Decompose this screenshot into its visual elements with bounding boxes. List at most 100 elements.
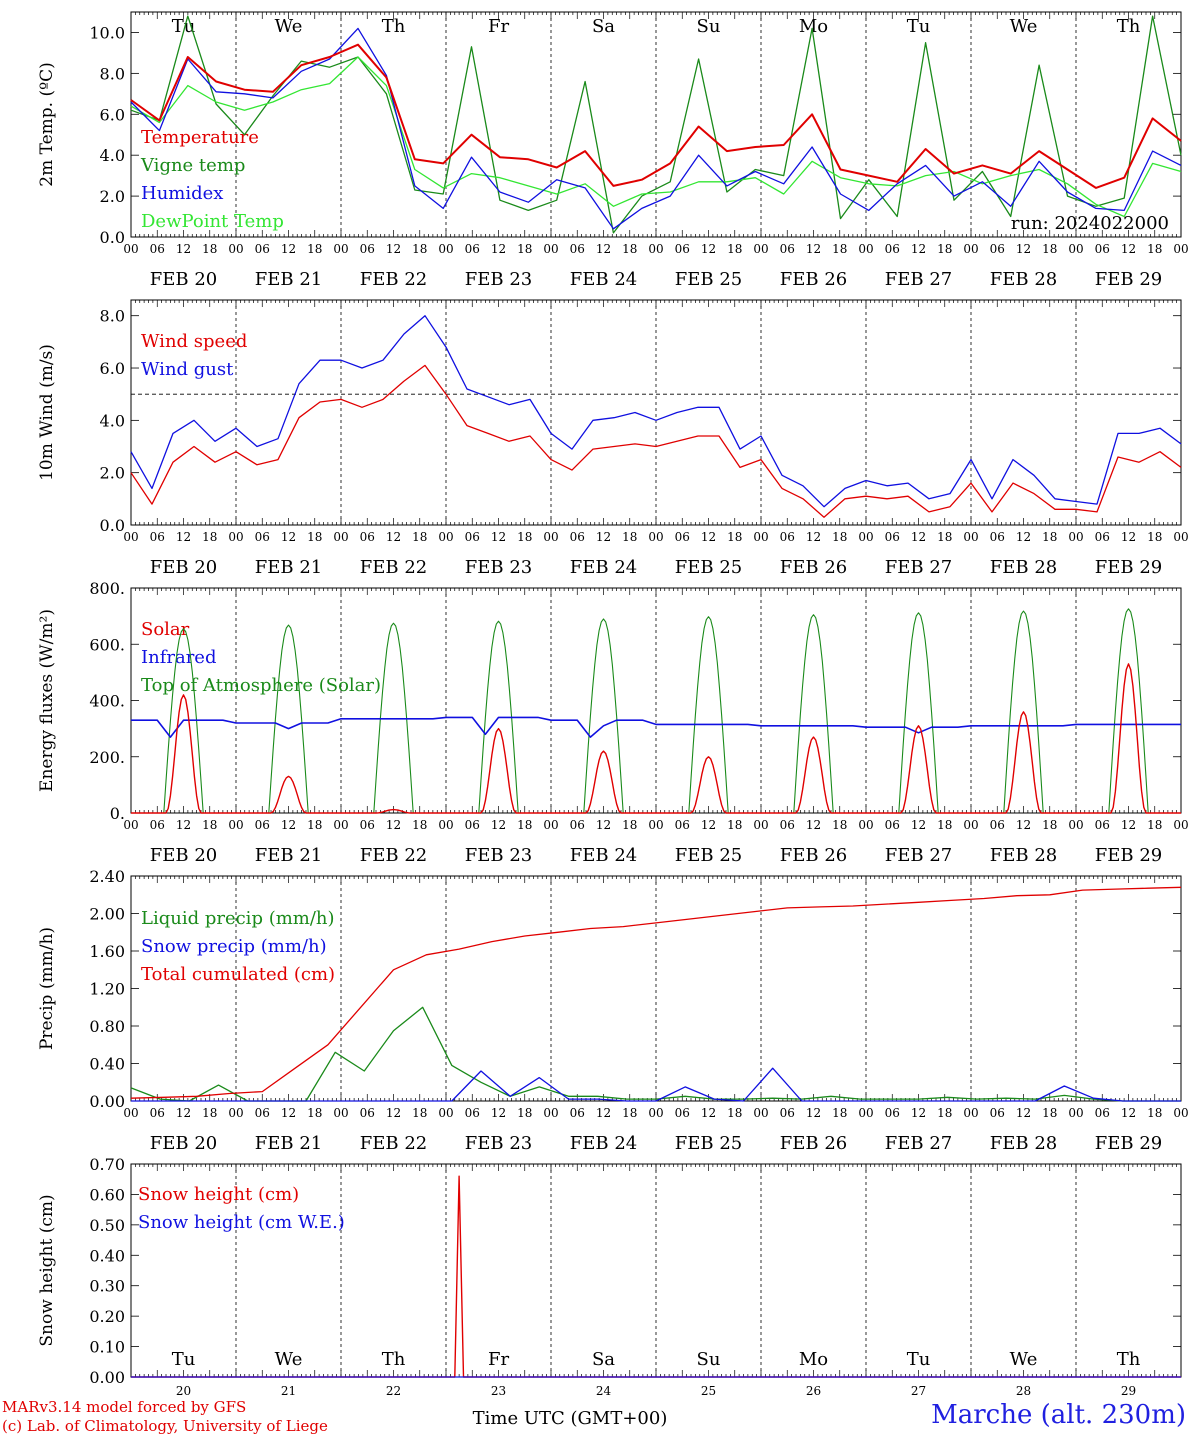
date-label: FEB 25	[675, 845, 742, 866]
hour-label: 00	[228, 1106, 243, 1120]
hour-label: 06	[360, 530, 375, 544]
credits: MARv3.14 model forced by GFS (c) Lab. of…	[2, 1398, 328, 1436]
hour-label: 06	[465, 242, 480, 256]
hour-label: 00	[123, 818, 138, 832]
hour-label: 00	[858, 242, 873, 256]
date-label: FEB 21	[255, 1133, 322, 1154]
y-axis-title: Precip (mm/h)	[37, 927, 57, 1050]
hour-label: 06	[885, 242, 900, 256]
hour-label: 18	[517, 818, 532, 832]
date-label: FEB 29	[1095, 1133, 1162, 1154]
date-label: FEB 22	[360, 557, 427, 578]
weekday-label: Th	[382, 16, 406, 37]
y-tick-label: 0.80	[89, 1017, 125, 1036]
y-tick-label: 8.0	[100, 307, 125, 326]
hour-label: 00	[543, 1106, 558, 1120]
hour-label: 12	[701, 242, 716, 256]
hour-label: 18	[937, 242, 952, 256]
hour-label: 06	[675, 818, 690, 832]
hour-label: 12	[386, 1106, 401, 1120]
hour-label: 18	[412, 242, 427, 256]
hour-label: 06	[360, 242, 375, 256]
series-line	[130, 364, 1182, 518]
date-label: FEB 27	[885, 557, 952, 578]
hour-label: 12	[281, 530, 296, 544]
hour-label: 18	[622, 242, 637, 256]
hour-label: 06	[465, 530, 480, 544]
hour-label: 12	[1121, 1106, 1136, 1120]
hour-label: 00	[753, 1106, 768, 1120]
hour-label: 18	[1042, 530, 1057, 544]
date-label: FEB 26	[780, 557, 847, 578]
hour-label: 00	[1068, 530, 1083, 544]
hour-label: 06	[465, 1106, 480, 1120]
hour-label: 00	[438, 530, 453, 544]
date-label: FEB 23	[465, 1133, 532, 1154]
hour-label: 12	[176, 530, 191, 544]
weekday-label: Fr	[488, 1349, 509, 1370]
hour-label: 06	[780, 530, 795, 544]
hour-label: 12	[911, 818, 926, 832]
weekday-label: Fr	[488, 16, 509, 37]
hour-label: 06	[1095, 1106, 1110, 1120]
y-tick-label: 400.	[89, 692, 125, 711]
run-annotation: run: 2024022000	[1011, 213, 1169, 234]
series-line	[131, 716, 1181, 738]
date-label: FEB 22	[360, 1133, 427, 1154]
hour-label: 00	[333, 242, 348, 256]
hour-label: 18	[622, 818, 637, 832]
weekday-label: Th	[382, 1349, 406, 1370]
hour-label: 00	[228, 530, 243, 544]
hour-label: 06	[885, 818, 900, 832]
date-label: FEB 25	[675, 269, 742, 290]
y-tick-label: 0.20	[89, 1307, 125, 1326]
weekday-label: Mo	[799, 1349, 828, 1370]
date-label: FEB 28	[990, 845, 1057, 866]
day-number-label: 29	[1121, 1384, 1136, 1398]
y-tick-label: 0.60	[89, 1185, 125, 1204]
weekday-label: We	[1010, 16, 1038, 37]
hour-label: 06	[780, 1106, 795, 1120]
station-name: Marche (alt. 230m)	[931, 1400, 1186, 1430]
date-label: FEB 27	[885, 269, 952, 290]
panel-frame	[130, 587, 1182, 814]
hour-label: 18	[832, 242, 847, 256]
series-line	[130, 27, 1182, 230]
y-tick-label: 0.0	[100, 228, 125, 247]
hour-label: 12	[701, 530, 716, 544]
hour-label: 00	[1068, 242, 1083, 256]
series-line	[130, 43, 1182, 189]
hour-label: 12	[1016, 818, 1031, 832]
hour-label: 18	[727, 530, 742, 544]
weekday-label: Sa	[592, 16, 615, 37]
day-number-label: 27	[911, 1384, 926, 1398]
hour-label: 12	[911, 242, 926, 256]
hour-label: 00	[333, 530, 348, 544]
hour-label: 00	[1068, 1106, 1083, 1120]
hour-label: 18	[517, 242, 532, 256]
hour-label: 00	[1173, 1106, 1188, 1120]
hour-label: 06	[990, 818, 1005, 832]
y-tick-label: 0.00	[89, 1092, 125, 1111]
hour-label: 18	[412, 818, 427, 832]
hour-label: 12	[1016, 530, 1031, 544]
y-tick-label: 1.60	[89, 942, 125, 961]
y-tick-label: 6.0	[100, 105, 125, 124]
hour-label: 00	[753, 530, 768, 544]
date-label: FEB 28	[990, 1133, 1057, 1154]
hour-label: 12	[491, 242, 506, 256]
hour-label: 06	[1095, 818, 1110, 832]
hour-label: 18	[307, 530, 322, 544]
weekday-label: Tu	[907, 1349, 931, 1370]
hour-label: 06	[150, 1106, 165, 1120]
hour-label: 12	[491, 1106, 506, 1120]
weekday-label: Sa	[592, 1349, 615, 1370]
day-number-label: 24	[596, 1384, 612, 1398]
hour-label: 12	[596, 530, 611, 544]
hour-label: 00	[963, 1106, 978, 1120]
series-line	[130, 15, 1182, 234]
y-tick-label: 0.40	[89, 1246, 125, 1265]
hour-label: 06	[675, 1106, 690, 1120]
date-label: FEB 28	[990, 557, 1057, 578]
weekday-label: Su	[697, 16, 721, 37]
